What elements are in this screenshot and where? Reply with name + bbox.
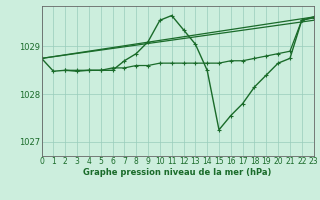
X-axis label: Graphe pression niveau de la mer (hPa): Graphe pression niveau de la mer (hPa) [84, 168, 272, 177]
